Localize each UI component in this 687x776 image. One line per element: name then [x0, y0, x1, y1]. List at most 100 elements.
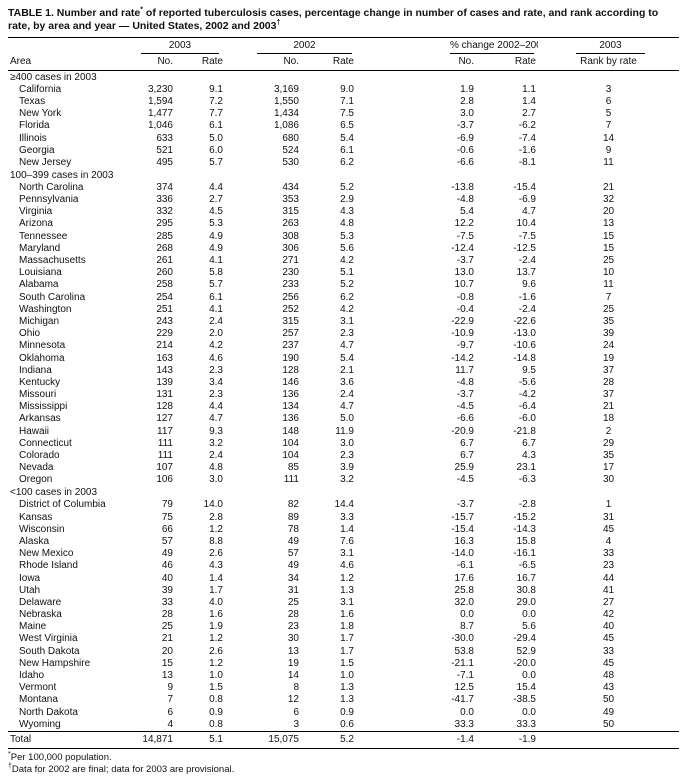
area-name: Rhode Island	[19, 560, 78, 572]
cases-2002: 28	[287, 609, 299, 621]
pct-change-rate: -1.6	[518, 291, 536, 303]
area-name: Colorado	[19, 450, 60, 462]
total-label: Total	[8, 730, 133, 750]
area-name: Idaho	[19, 670, 45, 681]
pct-change-rate: -12.5	[513, 242, 536, 254]
pct-change-cases: 25.9	[454, 462, 474, 474]
rank-by-rate: 7	[605, 120, 612, 132]
cases-2003: 127	[156, 413, 173, 425]
rate-2003: 7.2	[209, 95, 223, 107]
rank-by-rate: 5	[605, 108, 612, 120]
rate-2002: 4.7	[340, 340, 354, 352]
pct-change-rate: 29.0	[516, 596, 536, 608]
title-footnote-marker-dagger: †	[276, 19, 281, 27]
cases-2002: 111	[283, 474, 299, 486]
cases-2003: 117	[157, 425, 173, 437]
cases-2002: 12	[287, 694, 299, 706]
rank-by-rate: 11	[603, 279, 614, 291]
area-name: New York	[19, 108, 62, 120]
table-row: Washington 251 4.1 252 4.2 -0.4 -2.4 25	[8, 303, 679, 315]
cases-2002: 6	[293, 706, 299, 718]
rate-2003: 9.1	[209, 83, 223, 95]
rate-2003: 1.4	[209, 572, 223, 584]
area-name: Utah	[19, 584, 41, 596]
rate-2003: 0.8	[209, 694, 223, 706]
cases-2003: 521	[156, 144, 173, 156]
rank-by-rate: 7	[605, 291, 612, 303]
table-row: Nevada 107 4.8 85 3.9 25.9 23.1 17	[8, 462, 679, 474]
table-row: Michigan 243 2.4 315 3.1 -22.9 -22.6 35	[8, 316, 679, 328]
rate-2003: 9.3	[209, 425, 223, 437]
pct-change-cases: 3.0	[460, 108, 474, 120]
cases-2003: 285	[156, 230, 173, 242]
pct-change-cases: -15.7	[451, 511, 474, 523]
pct-change-rate: -6.2	[518, 120, 536, 132]
table-row: Illinois 633 5.0 680 5.4 -6.9 -7.4 14	[8, 132, 679, 144]
pct-change-rate: 2.7	[522, 108, 536, 120]
area-name: Arkansas	[19, 413, 61, 425]
area-name: New Mexico	[19, 548, 74, 560]
cases-2002: 49	[287, 535, 299, 547]
pct-change-cases: 16.3	[454, 535, 474, 547]
rate-2003: 1.2	[209, 633, 223, 645]
rank-by-rate: 23	[602, 560, 615, 572]
cases-2002: 8	[293, 682, 299, 694]
rate-2002: 3.2	[340, 474, 354, 486]
cases-2002: 30	[287, 633, 299, 645]
rate-2003: 5.7	[209, 279, 223, 291]
rank-by-rate: 25	[602, 255, 615, 267]
rate-2003: 6.0	[209, 144, 223, 156]
rank-by-rate: 50	[602, 718, 615, 730]
table-row: Ohio 229 2.0 257 2.3 -10.9 -13.0 39	[8, 328, 679, 340]
pct-change-rate: -16.1	[513, 548, 536, 560]
rank-by-rate: 42	[602, 609, 615, 621]
pct-change-rate: -10.6	[513, 340, 536, 352]
pct-change-rate: -7.5	[518, 230, 536, 242]
cases-2003: 33	[161, 596, 173, 608]
cases-2003: 495	[156, 156, 173, 168]
table-row: Idaho 13 1.0 14 1.0 -7.1 0.0 48	[8, 670, 679, 682]
rate-2002: 1.3	[340, 694, 354, 706]
table-row: Nebraska 28 1.6 28 1.6 0.0 0.0 42	[8, 609, 679, 621]
pct-change-rate: 33.3	[516, 718, 536, 730]
col-header-no-change: No.	[356, 53, 476, 71]
rank-by-rate: 39	[602, 328, 615, 340]
cases-2002: 136	[282, 413, 299, 425]
cases-2002: 256	[282, 291, 299, 303]
cases-2003: 25	[161, 621, 173, 633]
cases-2002: 308	[282, 230, 299, 242]
pct-change-cases: 6.7	[460, 450, 474, 462]
pct-change-rate: -13.0	[513, 328, 536, 340]
rank-by-rate: 33	[602, 548, 615, 560]
section-header-row: <100 cases in 2003	[8, 486, 679, 499]
col-header-no-2002: No.	[225, 53, 301, 71]
cases-2003: 13	[161, 670, 173, 681]
pct-change-rate: -5.6	[518, 376, 536, 388]
cases-2002: 315	[282, 315, 299, 327]
table-row: Tennessee 285 4.9 308 5.3 -7.5 -7.5 15	[8, 230, 679, 242]
rank-by-rate: 30	[602, 474, 615, 486]
cases-2002: 3	[293, 718, 299, 730]
rank-by-rate: 32	[602, 194, 615, 206]
col-group-2003-label: 2003	[141, 38, 219, 54]
cases-2003: 268	[156, 242, 173, 254]
pct-change-cases: -6.9	[456, 132, 474, 144]
pct-change-rate: 0.0	[522, 609, 536, 621]
area-name: Maine	[19, 621, 47, 633]
rate-2002: 3.0	[340, 437, 354, 449]
rank-by-rate: 1	[605, 499, 612, 511]
table-header: 2003 2002 % change 2002–2003 2003 Area N…	[8, 38, 679, 71]
area-name: Oklahoma	[19, 352, 65, 364]
pct-change-cases: -10.9	[451, 328, 474, 340]
table-row: Texas 1,594 7.2 1,550 7.1 2.8 1.4 6	[8, 96, 679, 108]
area-name: Indiana	[19, 364, 52, 376]
pct-change-rate: -6.4	[518, 401, 536, 413]
table-row: District of Columbia 79 14.0 82 14.4 -3.7 -2.8…	[8, 499, 679, 511]
pct-change-rate: 9.6	[522, 279, 536, 291]
title-footnote-marker-asterisk: *	[140, 6, 143, 14]
rank-by-rate: 43	[602, 682, 615, 694]
area-name: South Carolina	[19, 291, 86, 303]
area-name: Nebraska	[19, 609, 62, 621]
cases-2002: 1,086	[273, 120, 299, 132]
col-group-2002-label: 2002	[257, 38, 352, 54]
